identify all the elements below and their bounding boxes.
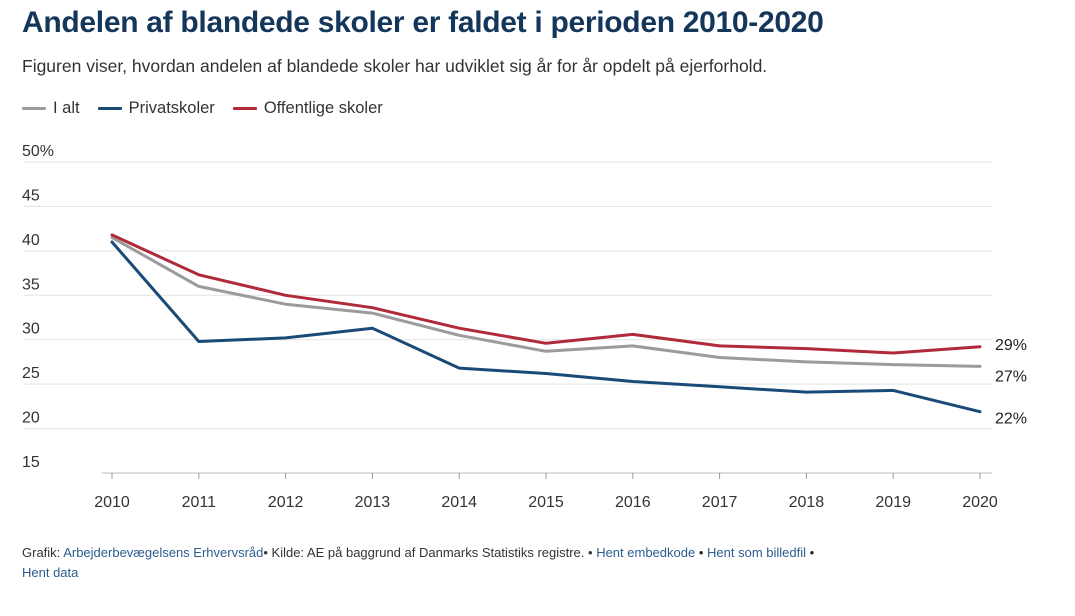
series-line-offentlige-skoler (110, 233, 982, 355)
series-line-i-alt (110, 236, 982, 368)
end-label: 22% (995, 411, 1027, 428)
x-tick-label: 2020 (962, 494, 998, 511)
legend-label-i-alt: I alt (53, 99, 80, 117)
y-tick-label: 20 (22, 410, 40, 427)
legend-swatch-offentlige-skoler (232, 107, 257, 110)
footer-grafik-link[interactable]: Arbejderbevægelsens Erhvervsråd (63, 545, 264, 560)
x-tick-label: 2012 (268, 494, 304, 511)
legend-item-privatskoler: Privatskoler (97, 99, 215, 118)
chart-subtitle: Figuren viser, hvordan andelen af blande… (22, 56, 768, 76)
y-tick-label: 40 (22, 232, 40, 249)
y-tick-label: 35 (22, 276, 40, 293)
footer-link-data[interactable]: Hent data (22, 565, 79, 580)
legend: I alt Privatskoler Offentlige skoler (22, 99, 401, 118)
legend-swatch-privatskoler (97, 107, 122, 110)
footer-separator: • (809, 545, 815, 560)
footer-kilde: • Kilde: AE på baggrund af Danmarks Stat… (263, 545, 593, 560)
x-tick-label: 2010 (94, 494, 130, 511)
footer-separator: • (698, 545, 704, 560)
series-line-privatskoler (110, 240, 982, 414)
x-tick-label: 2018 (789, 494, 825, 511)
end-label: 29% (995, 337, 1027, 354)
legend-label-offentlige-skoler: Offentlige skoler (263, 99, 383, 117)
legend-swatch-i-alt (22, 107, 46, 110)
legend-item-i-alt: I alt (22, 99, 80, 118)
chart-title: Andelen af blandede skoler er faldet i p… (22, 6, 824, 39)
x-tick-label: 2017 (702, 494, 738, 511)
x-tick-label: 2019 (875, 494, 911, 511)
x-tick-label: 2016 (615, 494, 651, 511)
x-tick-label: 2015 (528, 494, 564, 511)
line-chart: 15 20 25 30 35 40 45 50% 2010 2011 2012 2013 2014 201… (22, 143, 1027, 511)
footer-link-image[interactable]: Hent som billedfil (707, 545, 807, 560)
footer-link-embed[interactable]: Hent embedkode (596, 545, 696, 560)
footer: Grafik: Arbejderbevægelsens Erhvervsråd•… (22, 543, 1052, 583)
y-tick-label: 15 (22, 454, 40, 471)
x-tick-label: 2014 (441, 494, 477, 511)
legend-label-privatskoler: Privatskoler (128, 99, 215, 117)
end-label: 27% (995, 368, 1027, 385)
footer-grafik-prefix: Grafik: (22, 545, 61, 560)
x-tick-label: 2013 (355, 494, 391, 511)
y-tick-label: 45 (22, 187, 40, 204)
x-tick-label: 2011 (182, 494, 217, 511)
y-tick-label: 30 (22, 321, 40, 338)
y-tick-label: 25 (22, 365, 40, 382)
legend-item-offentlige-skoler: Offentlige skoler (232, 99, 383, 118)
y-tick-label: 50% (22, 143, 54, 160)
